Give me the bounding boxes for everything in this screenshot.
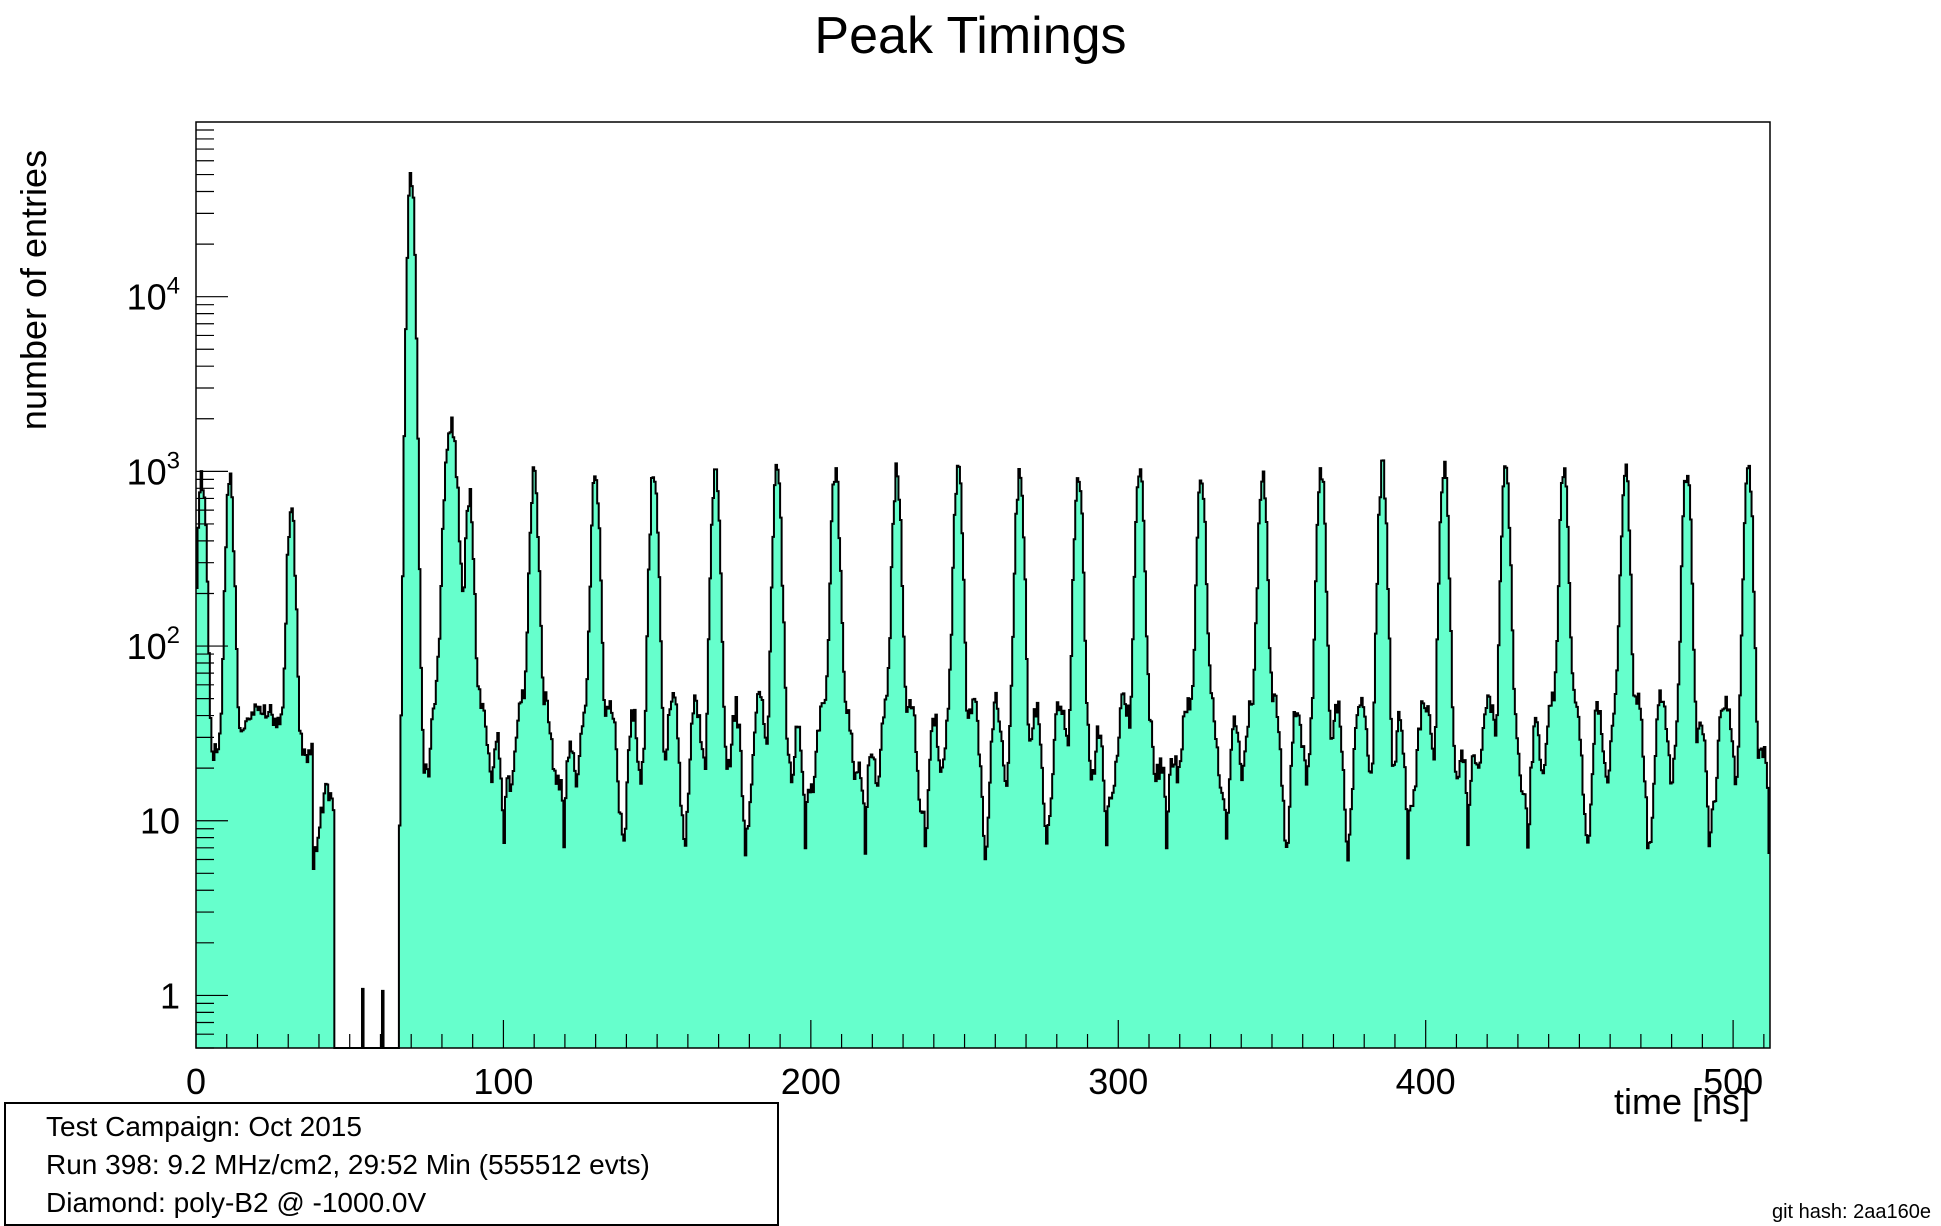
- x-axis-label: time [ns]: [1613, 1081, 1750, 1122]
- x-tick-label: 200: [781, 1061, 841, 1102]
- run-info-box: Test Campaign: Oct 2015 Run 398: 9.2 MHz…: [4, 1102, 779, 1226]
- y-tick-label: 102: [127, 622, 180, 667]
- plot-frame: [195, 121, 1771, 1049]
- y-tick-label: 104: [127, 273, 180, 318]
- histogram-outline: [196, 171, 1770, 1049]
- x-tick-label: 100: [473, 1061, 533, 1102]
- y-tick-label: 103: [127, 447, 180, 492]
- x-tick-label: 500: [1703, 1061, 1763, 1102]
- x-tick-label: 0: [186, 1061, 206, 1102]
- run-text: Run 398: 9.2 MHz/cm2, 29:52 Min (555512 …: [46, 1149, 650, 1180]
- chart-title: Peak Timings: [814, 7, 1127, 65]
- campaign-text: Test Campaign: Oct 2015: [46, 1111, 362, 1142]
- x-tick-label: 300: [1088, 1061, 1148, 1102]
- git-hash: git hash: 2aa160e: [1771, 1201, 1931, 1223]
- y-tick-label: 1: [160, 975, 180, 1016]
- y-tick-label: 10: [140, 801, 180, 842]
- diamond-text: Diamond: poly-B2 @ -1000.0V: [46, 1187, 427, 1218]
- histogram-fill: [196, 172, 1770, 1048]
- x-tick-label: 400: [1396, 1061, 1456, 1102]
